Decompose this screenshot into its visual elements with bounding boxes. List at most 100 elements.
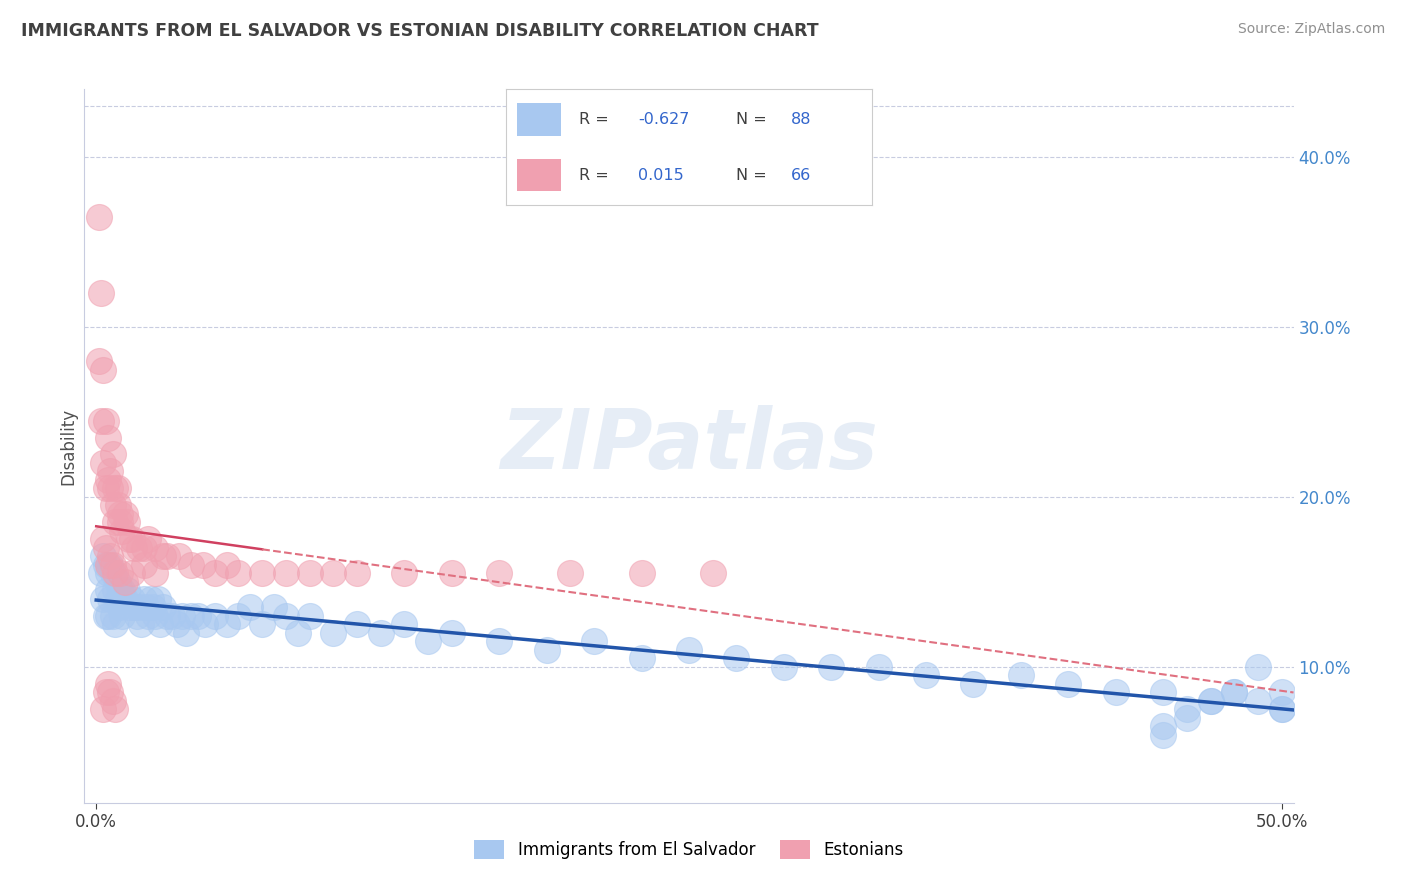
Point — [228, 608, 250, 623]
Point — [104, 583, 127, 598]
Point — [118, 533, 141, 547]
Point — [107, 591, 129, 606]
Point — [108, 600, 131, 615]
Point — [146, 591, 169, 606]
Point — [101, 499, 124, 513]
Point — [440, 626, 463, 640]
Point — [90, 286, 112, 301]
Point — [915, 668, 938, 682]
Point — [104, 617, 127, 632]
Point — [725, 651, 748, 665]
Point — [167, 549, 190, 564]
Text: N =: N = — [737, 112, 772, 127]
Point — [91, 456, 114, 470]
Point — [100, 482, 122, 496]
Point — [145, 608, 167, 623]
Point — [108, 516, 131, 530]
Point — [488, 566, 510, 581]
Point — [204, 608, 226, 623]
Point — [118, 600, 141, 615]
Point — [250, 617, 273, 632]
Point — [346, 566, 368, 581]
Point — [104, 516, 127, 530]
Point — [239, 600, 262, 615]
Point — [1105, 685, 1128, 699]
Point — [298, 608, 321, 623]
Point — [100, 465, 122, 479]
Text: R =: R = — [579, 112, 614, 127]
Point — [536, 643, 558, 657]
Point — [488, 634, 510, 648]
Point — [274, 566, 297, 581]
Point — [180, 558, 202, 572]
Point — [94, 558, 117, 572]
Point — [97, 430, 120, 444]
Point — [104, 482, 127, 496]
Text: -0.627: -0.627 — [638, 112, 689, 127]
Point — [100, 558, 122, 572]
Point — [772, 660, 794, 674]
Text: ZIPatlas: ZIPatlas — [501, 406, 877, 486]
Point — [91, 549, 114, 564]
Point — [142, 600, 165, 615]
Point — [135, 600, 157, 615]
Point — [132, 558, 155, 572]
Point — [1271, 685, 1294, 699]
Point — [107, 499, 129, 513]
Point — [138, 533, 160, 547]
Point — [108, 583, 131, 598]
Point — [170, 608, 193, 623]
Point — [1057, 677, 1080, 691]
Point — [101, 608, 124, 623]
Point — [90, 413, 112, 427]
Point — [630, 651, 652, 665]
Point — [87, 354, 110, 368]
Point — [187, 608, 209, 623]
Point — [180, 608, 202, 623]
Point — [418, 634, 440, 648]
Text: IMMIGRANTS FROM EL SALVADOR VS ESTONIAN DISABILITY CORRELATION CHART: IMMIGRANTS FROM EL SALVADOR VS ESTONIAN … — [21, 22, 818, 40]
Point — [122, 541, 145, 555]
Point — [176, 626, 198, 640]
Point — [370, 626, 392, 640]
Text: R =: R = — [579, 168, 614, 183]
Point — [298, 566, 321, 581]
Point — [97, 583, 120, 598]
Point — [91, 533, 114, 547]
Point — [114, 574, 136, 589]
Point — [678, 643, 700, 657]
Point — [215, 558, 238, 572]
Point — [111, 524, 134, 538]
Text: 88: 88 — [792, 112, 811, 127]
Point — [100, 549, 122, 564]
Point — [152, 549, 174, 564]
Point — [100, 685, 122, 699]
Point — [322, 566, 344, 581]
Point — [287, 626, 309, 640]
Point — [97, 677, 120, 691]
Point — [121, 591, 143, 606]
Point — [94, 608, 117, 623]
Point — [274, 608, 297, 623]
Bar — [517, 103, 561, 136]
Text: 0.015: 0.015 — [638, 168, 683, 183]
Text: Source: ZipAtlas.com: Source: ZipAtlas.com — [1237, 22, 1385, 37]
Point — [1010, 668, 1032, 682]
Point — [1223, 685, 1246, 699]
Point — [139, 591, 162, 606]
Point — [121, 533, 143, 547]
Point — [702, 566, 724, 581]
Point — [1175, 711, 1198, 725]
Point — [1152, 719, 1174, 733]
Point — [108, 566, 131, 581]
Point — [204, 566, 226, 581]
Point — [560, 566, 582, 581]
Legend: Immigrants from El Salvador, Estonians: Immigrants from El Salvador, Estonians — [468, 834, 910, 866]
Point — [91, 702, 114, 716]
Point — [87, 210, 110, 224]
Point — [394, 617, 416, 632]
Point — [128, 541, 150, 555]
Point — [115, 583, 138, 598]
Point — [101, 694, 124, 708]
Point — [104, 702, 127, 716]
